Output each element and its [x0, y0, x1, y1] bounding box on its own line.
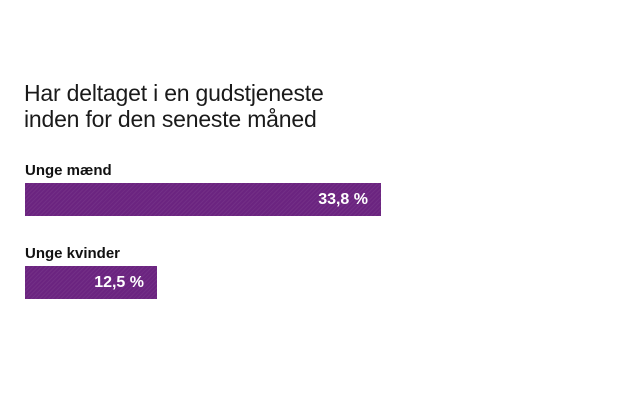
category-label: Unge mænd [25, 162, 112, 179]
chart-title-line-2: inden for den seneste måned [24, 106, 317, 132]
bar-value-label: 12,5 % [94, 274, 144, 291]
chart-title: Har deltaget i en gudstjeneste inden for… [24, 80, 324, 132]
bar: 12,5 % [25, 266, 157, 299]
bar-value-label: 33,8 % [318, 191, 368, 208]
bar: 33,8 % [25, 183, 381, 216]
chart-title-line-1: Har deltaget i en gudstjeneste [24, 80, 324, 106]
category-label: Unge kvinder [25, 245, 121, 262]
